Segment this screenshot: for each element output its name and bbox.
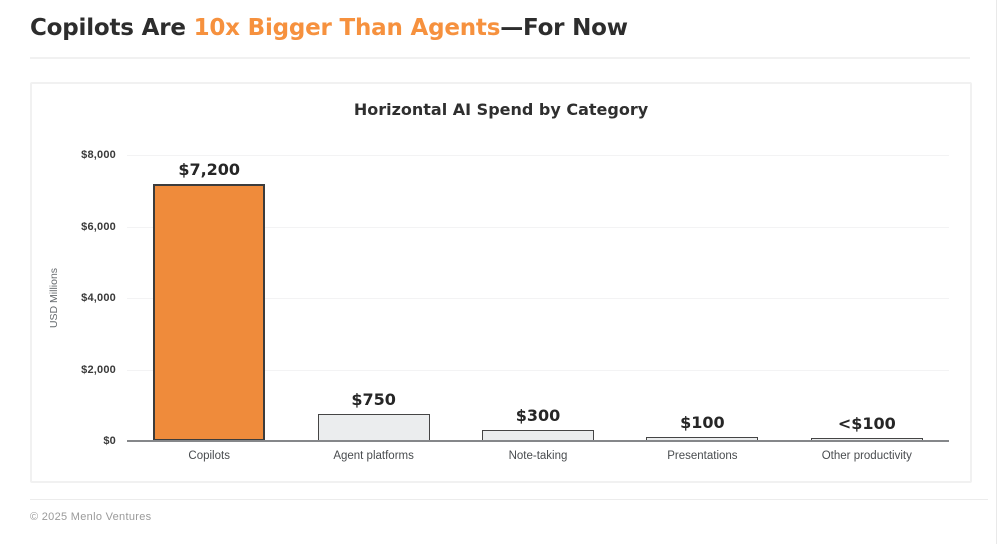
x-axis-line — [127, 440, 949, 442]
bar-value-label: <$100 — [837, 414, 896, 433]
chart-card: Horizontal AI Spend by Category USD Mill… — [30, 82, 972, 483]
copyright-text: © 2025 Menlo Ventures — [30, 511, 152, 523]
y-tick-label: $0 — [103, 435, 116, 447]
gridline — [127, 226, 949, 228]
bar-agent-platforms — [317, 414, 430, 441]
bar-value-label: $100 — [680, 413, 725, 432]
y-tick-label: $4,000 — [81, 292, 116, 304]
x-axis-labels: Copilots Agent platforms Note-taking Presen… — [127, 450, 949, 470]
y-axis-ticks: $8,000 $6,000 $4,000 $2,000 $0 — [32, 149, 116, 447]
y-tick-label: $8,000 — [81, 149, 116, 161]
title-highlight: 10x Bigger Than Agents — [193, 15, 501, 41]
x-category-label: Note-taking — [508, 450, 568, 462]
title-suffix: —For Now — [500, 15, 628, 41]
bar-copilots — [153, 184, 266, 441]
x-category-label: Presentations — [667, 450, 738, 462]
x-category-label: Copilots — [188, 450, 230, 462]
footer-divider — [30, 499, 988, 500]
title-divider — [30, 57, 970, 59]
bar-value-label: $7,200 — [178, 160, 241, 179]
x-category-label: Other productivity — [821, 450, 912, 462]
gridline — [127, 298, 949, 299]
y-tick-label: $6,000 — [81, 220, 116, 233]
bar-value-label: $750 — [351, 390, 396, 409]
plot-area: $7,200 $750 $300 $100 <$100 — [127, 155, 949, 442]
page-right-edge — [996, 0, 997, 544]
bar-value-label: $300 — [515, 406, 561, 425]
y-tick-label: $2,000 — [81, 363, 116, 376]
title-prefix: Copilots Are — [30, 15, 194, 41]
page-title: Copilots Are 10x Bigger Than Agents—For … — [30, 15, 628, 41]
gridline — [127, 155, 949, 156]
x-category-label: Agent platforms — [333, 450, 414, 462]
gridline — [127, 369, 949, 371]
chart-title: Horizontal AI Spend by Category — [353, 100, 649, 119]
